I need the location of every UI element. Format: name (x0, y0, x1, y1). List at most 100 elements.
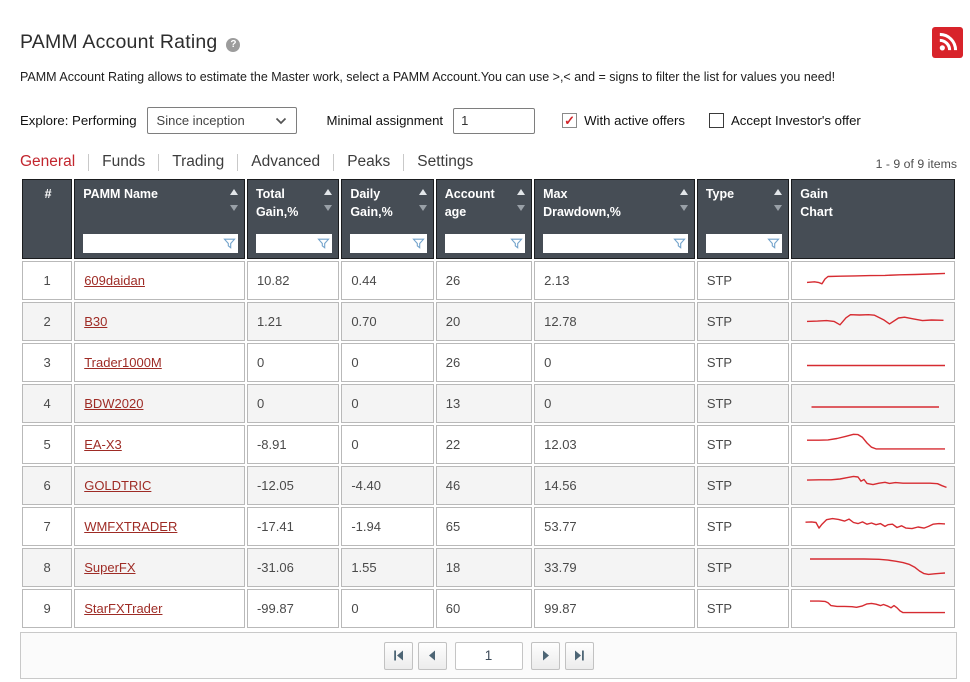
column-header-age[interactable]: Account age (435, 179, 533, 259)
cell-name: SuperFX (74, 548, 245, 587)
column-header-type[interactable]: Type (696, 179, 790, 259)
cell-drawdown: 0 (534, 343, 695, 382)
tabs: General Funds Trading Advanced Peaks Settings… (20, 153, 957, 171)
cell-drawdown: 53.77 (534, 507, 695, 546)
tab-trading[interactable]: Trading (172, 153, 225, 170)
page-number-input[interactable] (454, 641, 523, 670)
sort-desc-icon[interactable] (324, 205, 333, 211)
filter-funnel-icon[interactable] (673, 237, 686, 250)
tab-settings[interactable]: Settings (417, 153, 474, 170)
sort-desc-icon[interactable] (517, 205, 526, 211)
pamm-link[interactable]: B30 (84, 314, 108, 329)
cell-name: BDW2020 (74, 384, 245, 423)
accept-investor-offer-option[interactable]: Accept Investor's offer (708, 113, 861, 128)
pamm-link[interactable]: BDW2020 (84, 396, 144, 411)
sort-asc-icon[interactable] (229, 189, 238, 195)
cell-type: STP (696, 589, 790, 628)
sort-desc-icon[interactable] (418, 205, 427, 211)
cell-type: STP (696, 548, 790, 587)
go-last-page-button[interactable] (564, 641, 594, 670)
sort-desc-icon[interactable] (229, 205, 238, 211)
column-label: Total Gain,% (255, 187, 299, 219)
column-header-name[interactable]: PAMM Name (74, 179, 245, 259)
cell-num: 3 (22, 343, 73, 382)
cell-age: 60 (435, 589, 533, 628)
gain-sparkline (811, 406, 940, 408)
pamm-link[interactable]: StarFXTrader (84, 601, 163, 616)
column-label: Gain Chart (800, 187, 833, 219)
pamm-link[interactable]: EA-X3 (84, 437, 122, 452)
column-label: Daily Gain,% (350, 187, 393, 219)
go-previous-page-button[interactable] (417, 641, 447, 670)
table-row: 5 EA-X3 -8.91 0 22 12.03 STP (22, 425, 955, 464)
pamm-link[interactable]: GOLDTRIC (84, 478, 152, 493)
cell-name: 609daidan (74, 261, 245, 300)
sort-asc-icon[interactable] (774, 189, 783, 195)
cell-age: 13 (435, 384, 533, 423)
column-label: # (44, 187, 52, 201)
filter-funnel-icon[interactable] (510, 237, 523, 250)
tab-peaks[interactable]: Peaks (347, 153, 391, 170)
pamm-link[interactable]: 609daidan (84, 273, 145, 288)
sort-arrows[interactable] (418, 189, 427, 221)
period-select[interactable]: Since inception (146, 107, 297, 134)
sort-asc-icon[interactable] (679, 189, 688, 195)
sort-arrows[interactable] (324, 189, 333, 221)
accept-investor-offer-checkbox[interactable] (708, 113, 724, 128)
tab-general[interactable]: General (20, 153, 76, 170)
filter-input-age[interactable] (447, 236, 511, 251)
filter-funnel-icon[interactable] (223, 237, 236, 250)
with-active-offers-checkbox[interactable]: ✓ (562, 113, 578, 128)
with-active-offers-option[interactable]: ✓ With active offers (562, 113, 685, 128)
column-header-drawdown[interactable]: Max Drawdown,% (534, 179, 695, 259)
sort-arrows[interactable] (774, 189, 783, 211)
sort-desc-icon[interactable] (679, 205, 688, 211)
with-active-offers-label: With active offers (584, 113, 685, 128)
cell-num: 9 (22, 589, 73, 628)
filter-funnel-icon[interactable] (317, 237, 331, 250)
tab-separator (403, 153, 405, 171)
sort-asc-icon[interactable] (324, 189, 333, 195)
sort-arrows[interactable] (679, 189, 688, 221)
filter-input-drawdown[interactable] (546, 236, 673, 251)
filter-input-daily[interactable] (353, 236, 412, 251)
cell-age: 46 (435, 466, 533, 505)
rss-icon (939, 32, 958, 51)
table-header-row: # PAMM Name Total Gain,% Daily Gain,% Account a… (22, 179, 955, 259)
cell-name: GOLDTRIC (74, 466, 245, 505)
sort-arrows[interactable] (229, 189, 238, 211)
minimal-assignment-input[interactable] (453, 107, 536, 134)
cell-type: STP (696, 466, 790, 505)
cell-type: STP (696, 343, 790, 382)
sort-desc-icon[interactable] (774, 205, 783, 211)
cell-chart (791, 425, 955, 464)
pamm-link[interactable]: SuperFX (84, 560, 136, 575)
filter-funnel-icon[interactable] (411, 237, 425, 250)
sort-asc-icon[interactable] (517, 189, 526, 195)
tab-separator (237, 153, 239, 171)
cell-total: -12.05 (246, 466, 340, 505)
filter-funnel-icon[interactable] (767, 237, 780, 250)
cell-num: 5 (22, 425, 73, 464)
go-next-page-button[interactable] (530, 641, 560, 670)
cell-chart (791, 302, 955, 341)
column-header-total[interactable]: Total Gain,% (246, 179, 340, 259)
cell-name: Trader1000M (74, 343, 245, 382)
filter-input-total[interactable] (258, 236, 318, 251)
cell-type: STP (696, 507, 790, 546)
pamm-link[interactable]: WMFXTRADER (84, 519, 178, 534)
tab-advanced[interactable]: Advanced (251, 153, 321, 170)
filter-input-type[interactable] (708, 236, 768, 251)
help-icon[interactable]: ? (226, 37, 241, 52)
cell-name: B30 (74, 302, 245, 341)
pamm-link[interactable]: Trader1000M (84, 355, 162, 370)
filter-input-name[interactable] (86, 236, 223, 251)
cell-daily: 0 (341, 425, 434, 464)
cell-num: 4 (22, 384, 73, 423)
tab-funds[interactable]: Funds (102, 153, 146, 170)
sort-arrows[interactable] (517, 189, 526, 221)
column-header-daily[interactable]: Daily Gain,% (341, 179, 434, 259)
rss-button[interactable] (932, 27, 963, 58)
go-first-page-button[interactable] (383, 641, 413, 670)
sort-asc-icon[interactable] (418, 189, 427, 195)
